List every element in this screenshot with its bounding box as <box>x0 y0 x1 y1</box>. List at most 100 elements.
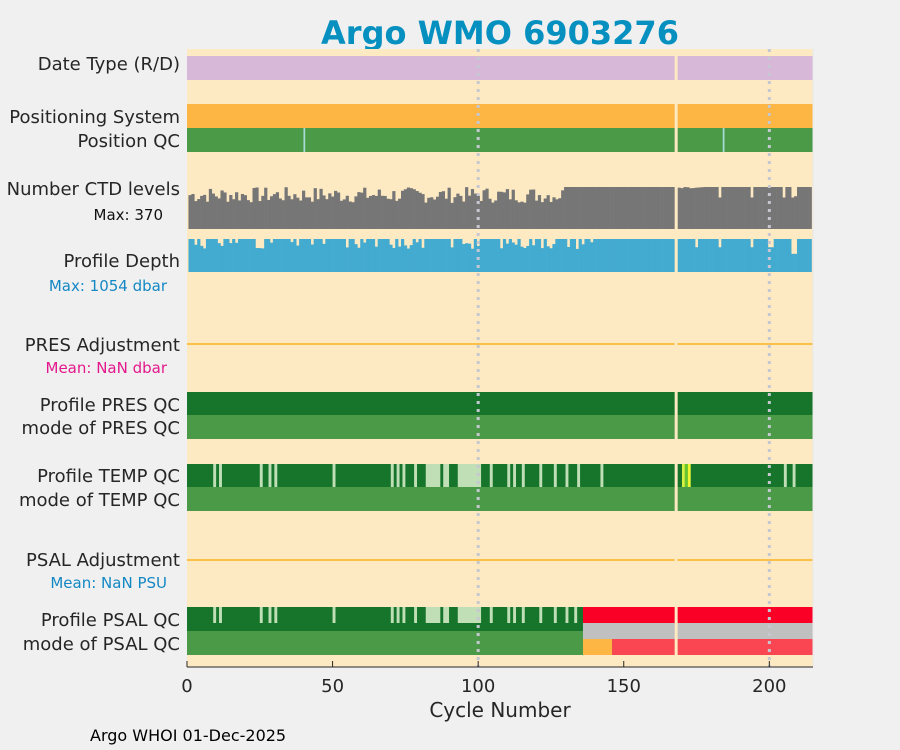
ctd-bar <box>348 201 352 229</box>
depth-bar <box>747 239 751 272</box>
row-band-2 <box>187 128 813 152</box>
depth-bar <box>625 239 629 272</box>
ctd-bar <box>223 192 227 229</box>
psal-qc-segment-14 <box>507 607 511 623</box>
depth-bar <box>211 239 215 272</box>
row-sublabel-10: Mean: NaN PSU <box>50 574 167 592</box>
depth-bar <box>325 239 329 272</box>
temp-qc-segment-21 <box>600 464 604 487</box>
ctd-bar <box>200 195 204 229</box>
depth-bar <box>529 239 533 272</box>
depth-bar <box>715 239 719 272</box>
ctd-bar <box>575 187 579 229</box>
row-sublabel-3: Max: 370 <box>94 206 163 224</box>
psal-qc-segment-12 <box>457 607 482 623</box>
depth-bar <box>756 239 760 272</box>
depth-bar <box>252 239 256 272</box>
depth-bar <box>441 239 445 272</box>
depth-bar <box>415 242 419 272</box>
depth-bar <box>444 239 448 272</box>
ctd-bar <box>485 188 489 229</box>
ctd-bar <box>240 194 245 229</box>
depth-bar <box>351 239 355 272</box>
depth-bar <box>368 239 373 272</box>
depth-bar <box>310 244 314 272</box>
chart-title: Argo WMO 6903276 <box>321 14 679 52</box>
ctd-bar <box>459 195 463 229</box>
ctd-bar <box>473 193 478 229</box>
ctd-bar <box>255 187 259 229</box>
psal-mode-segment-2 <box>612 639 813 655</box>
ctd-bar <box>695 187 699 229</box>
depth-bar <box>412 239 416 272</box>
ctd-bar <box>610 187 614 229</box>
depth-bar <box>808 239 812 272</box>
ctd-bar <box>226 201 230 229</box>
ctd-bar <box>805 187 809 229</box>
ctd-bar <box>217 198 221 229</box>
ctd-bar <box>497 191 501 229</box>
psal-qc-segment-13 <box>489 607 493 623</box>
depth-bar <box>712 239 716 272</box>
depth-bar <box>587 239 591 272</box>
depth-bar <box>342 239 346 272</box>
row-label-10: PSAL Adjustment <box>26 550 180 571</box>
ctd-bar <box>269 196 274 229</box>
ctd-bar <box>700 187 705 229</box>
depth-bar <box>293 239 297 272</box>
depth-bar <box>776 239 780 272</box>
ctd-bar <box>718 197 722 229</box>
depth-bar <box>302 239 306 272</box>
depth-bar <box>267 239 271 272</box>
depth-bar <box>316 239 320 272</box>
depth-bar <box>366 239 370 272</box>
ctd-bar <box>243 195 247 229</box>
ctd-bar <box>537 195 542 229</box>
depth-bar <box>648 239 652 272</box>
depth-bar <box>497 239 501 272</box>
psal-qc-segment-9 <box>414 607 418 623</box>
ctd-bar <box>750 197 754 229</box>
depth-bar <box>322 243 326 272</box>
depth-bar <box>511 242 515 272</box>
ctd-bar <box>488 198 492 229</box>
row-label-6: Profile PRES QC <box>40 395 180 416</box>
depth-bar <box>741 239 745 272</box>
ctd-bar <box>607 187 611 229</box>
ctd-bar <box>631 187 635 229</box>
row-band-8 <box>187 464 813 487</box>
depth-bar <box>552 244 556 272</box>
ctd-bar <box>421 194 425 229</box>
ctd-bar <box>316 199 320 229</box>
depth-bar <box>532 245 536 272</box>
depth-bar <box>377 239 381 272</box>
ctd-bar <box>779 187 783 229</box>
depth-bar <box>663 239 667 272</box>
depth-bar <box>456 239 460 272</box>
ctd-bar <box>770 187 774 229</box>
ctd-bar <box>462 201 466 229</box>
depth-bar <box>686 239 690 272</box>
depth-bar <box>706 239 710 272</box>
ctd-bar <box>208 188 213 229</box>
row-band-7 <box>187 415 813 439</box>
depth-bar <box>500 248 504 272</box>
ctd-bar <box>645 187 649 229</box>
depth-bar <box>735 239 740 272</box>
temp-qc-segment-14 <box>507 464 511 487</box>
ctd-bar <box>686 187 690 229</box>
depth-bar <box>284 239 288 272</box>
depth-bar <box>467 243 472 272</box>
depth-bar <box>406 248 411 272</box>
ctd-bar <box>304 197 309 229</box>
depth-bar <box>427 239 431 272</box>
depth-bar <box>724 239 728 272</box>
ctd-bar <box>197 199 201 229</box>
ctd-bar <box>476 195 480 229</box>
depth-bar <box>217 243 221 272</box>
ctd-bar <box>194 201 198 229</box>
ctd-bar <box>555 199 559 229</box>
ctd-bar <box>357 192 361 229</box>
psal-qc-segment-0 <box>213 607 217 623</box>
